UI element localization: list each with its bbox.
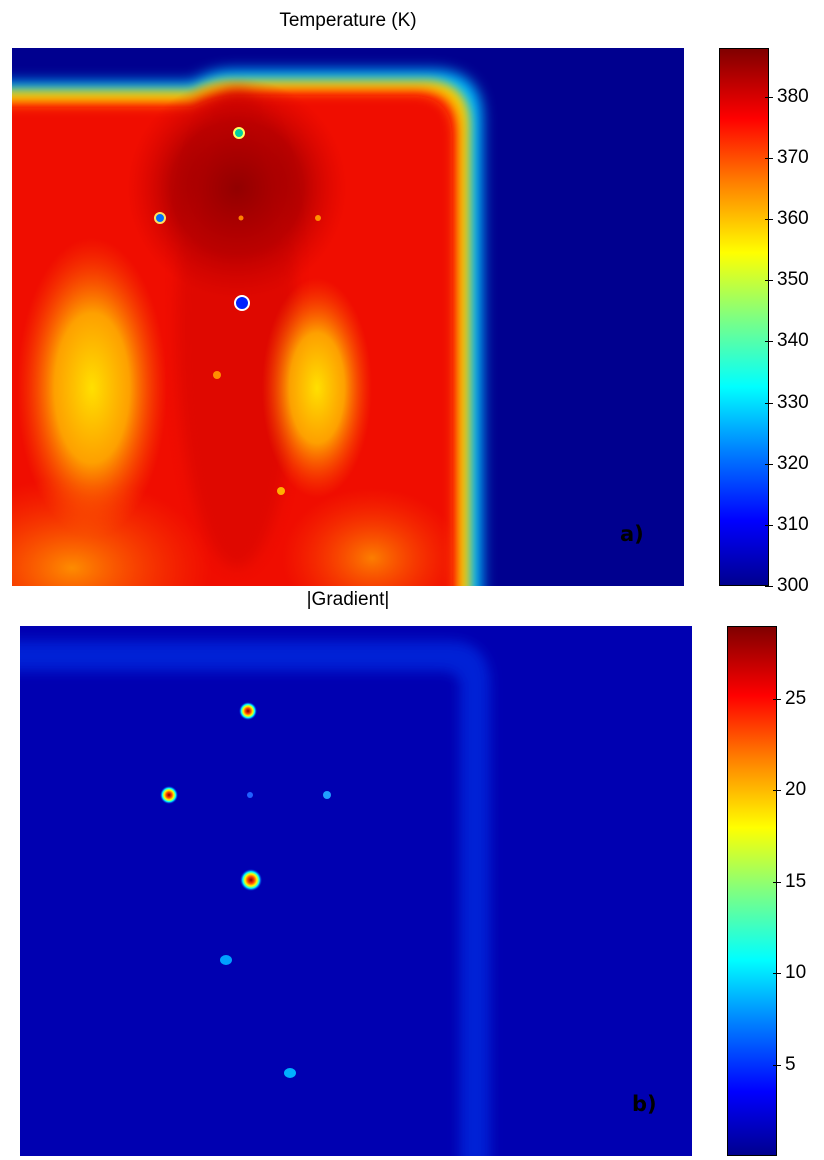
- colorbar-tick-label: 25: [772, 688, 807, 710]
- gradient-colorbar: [727, 626, 777, 1156]
- warm-spot-right: [262, 278, 372, 498]
- measurement-points: [154, 127, 321, 495]
- temperature-colorbar: [719, 48, 769, 586]
- colorbar-tick-label: 310: [765, 513, 809, 535]
- warm-spot-left: [17, 238, 167, 538]
- colorbar-tick-label: 300: [765, 575, 809, 596]
- colorbar-tick-label: 330: [765, 391, 809, 413]
- colorbar-tick-label: 5: [773, 1053, 796, 1075]
- gradient-background: [20, 626, 692, 1156]
- panel-b-label: b): [632, 1092, 657, 1116]
- colorbar-tick-label: 380: [765, 85, 809, 107]
- colorbar-tick-label: 10: [772, 962, 807, 984]
- colorbar-tick-label: 370: [765, 147, 809, 169]
- panel-a-title: Temperature (K): [279, 10, 417, 31]
- colorbar-tick-label: 350: [765, 269, 809, 291]
- panel-a-label: a): [620, 522, 644, 546]
- gradient-heatmap: b): [20, 626, 692, 1156]
- colorbar-tick-label: 360: [765, 208, 809, 230]
- panel-b-title: |Gradient|: [306, 589, 390, 610]
- temperature-heatmap: a): [12, 48, 684, 586]
- colorbar-tick-label: 340: [765, 330, 809, 352]
- colorbar-tick-label: 20: [772, 779, 807, 801]
- gradient-hotspots: [160, 702, 331, 1078]
- colorbar-tick-label: 320: [765, 452, 809, 474]
- colorbar-tick-label: 15: [772, 870, 807, 892]
